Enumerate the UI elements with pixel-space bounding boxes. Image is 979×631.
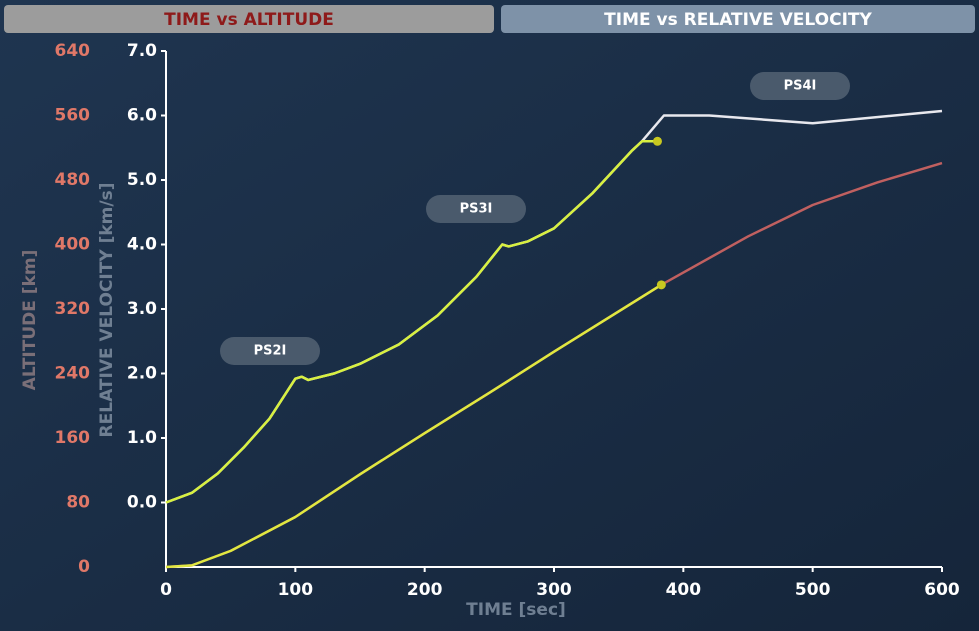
- current-point: [656, 280, 666, 290]
- x-tick-label: 0: [160, 580, 172, 600]
- y-tick-label: 0: [78, 557, 90, 577]
- x-tick-label: 100: [278, 580, 314, 600]
- x-tick-label: 500: [795, 580, 831, 600]
- x-tick-label: 200: [407, 580, 443, 600]
- y-tick-label: 320: [55, 299, 91, 319]
- annotation-box: [426, 195, 526, 223]
- annotation-box: [220, 337, 320, 365]
- x-tick-label: 600: [924, 580, 960, 600]
- y-tick-label: 80: [66, 493, 90, 513]
- y2-tick-label: 0.0: [127, 493, 157, 513]
- y-tick-label: 160: [55, 428, 91, 448]
- x-tick-label: 300: [536, 580, 572, 600]
- series-line: [165, 283, 663, 569]
- y2-tick-label: 6.0: [127, 106, 157, 126]
- series-line: [165, 140, 658, 504]
- tab[interactable]: [4, 5, 494, 33]
- annotation-box: [750, 72, 850, 100]
- y2-tick-label: 5.0: [127, 170, 157, 190]
- y-axis-label: ALTITUDE [km]: [20, 250, 40, 391]
- y-tick-label: 240: [55, 364, 91, 384]
- y2-tick-label: 2.0: [127, 364, 157, 384]
- annotation: PS2I: [254, 344, 287, 359]
- x-tick-label: 400: [666, 580, 702, 600]
- y-tick-label: 640: [55, 41, 91, 61]
- annotation: PS4I: [784, 79, 817, 94]
- y2-axis-label: RELATIVE VELOCITY [km/s]: [97, 183, 117, 438]
- annotation: PS3I: [460, 202, 493, 217]
- tab[interactable]: [501, 5, 975, 33]
- current-point: [652, 136, 662, 146]
- tab-label[interactable]: TIME vs ALTITUDE: [164, 10, 334, 30]
- y2-tick-label: 4.0: [127, 235, 157, 255]
- y2-tick-label: 7.0: [127, 41, 157, 61]
- y2-tick-label: 1.0: [127, 428, 157, 448]
- x-axis-label: TIME [sec]: [466, 600, 566, 620]
- y2-tick-label: 3.0: [127, 299, 157, 319]
- tab-label[interactable]: TIME vs RELATIVE VELOCITY: [604, 10, 872, 30]
- y-tick-label: 560: [55, 106, 91, 126]
- y-tick-label: 400: [55, 235, 91, 255]
- y-tick-label: 480: [55, 170, 91, 190]
